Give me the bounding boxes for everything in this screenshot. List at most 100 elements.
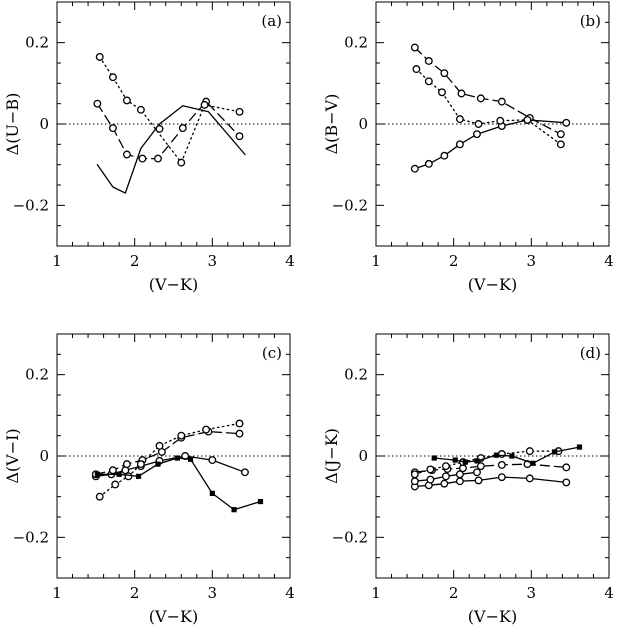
data-point — [497, 460, 506, 469]
data-point — [424, 159, 433, 168]
data-point — [235, 419, 244, 428]
x-axis-label: (V−K) — [468, 275, 517, 294]
x-axis-label: (V−K) — [149, 275, 198, 294]
x-tick-label: 4 — [604, 584, 614, 602]
data-point — [231, 507, 237, 513]
data-point — [187, 456, 194, 462]
series-4 — [94, 455, 264, 513]
data-point — [155, 461, 161, 467]
y-tick-label: 0 — [39, 115, 49, 133]
data-point — [410, 43, 419, 52]
data-point — [525, 474, 534, 483]
data-point — [136, 460, 145, 469]
y-tick-label: 0 — [358, 447, 368, 465]
data-point — [455, 115, 464, 124]
y-axis-label: Δ(U−B) — [3, 93, 22, 156]
panel-label: (d) — [580, 344, 601, 362]
series-3 — [95, 419, 244, 501]
data-point — [155, 441, 164, 450]
data-point — [154, 154, 162, 163]
data-point — [426, 475, 435, 484]
data-point — [462, 459, 468, 465]
data-point — [440, 151, 449, 160]
data-point — [410, 164, 419, 173]
series-1 — [410, 115, 571, 173]
data-point — [455, 140, 464, 149]
chart-panel-1: 1 2 3 4 −0.2 0 0.2 (V−K) Δ(U−B) (a) — [3, 1, 295, 294]
data-point — [200, 100, 209, 109]
x-tick-label: 4 — [285, 584, 295, 602]
series-2 — [91, 427, 244, 479]
series-line — [99, 56, 241, 164]
series-line — [414, 450, 560, 475]
y-tick-label: 0.2 — [25, 366, 49, 384]
y-axis-label: Δ(V−I) — [3, 428, 22, 483]
data-point — [424, 57, 433, 65]
x-tick-label: 1 — [52, 584, 62, 602]
series-5 — [431, 444, 583, 466]
data-point — [235, 107, 244, 116]
data-point — [426, 465, 435, 474]
y-tick-label: 0.2 — [344, 34, 368, 52]
data-point — [440, 479, 449, 488]
y-axis-label: Δ(B−V) — [322, 94, 341, 155]
data-point — [424, 77, 433, 86]
data-point — [473, 468, 481, 477]
data-point — [94, 471, 100, 477]
data-point — [155, 124, 164, 133]
series-line — [415, 68, 562, 145]
x-tick-label: 1 — [52, 252, 62, 270]
data-point — [476, 94, 485, 103]
x-tick-label: 2 — [449, 584, 459, 602]
data-point — [124, 472, 133, 481]
data-point — [257, 498, 264, 505]
data-point — [562, 118, 571, 127]
data-point — [122, 460, 131, 469]
data-point — [93, 99, 102, 108]
data-point — [95, 492, 104, 501]
chart-panel-4: 1 2 3 4 −0.2 0 0.2 (V−K) Δ(J−K) (d) — [322, 333, 614, 626]
x-tick-label: 2 — [130, 584, 140, 602]
data-point — [209, 490, 215, 497]
series-line — [99, 422, 241, 498]
series-1 — [410, 473, 571, 491]
series-3 — [412, 65, 565, 149]
series-line — [414, 119, 567, 170]
x-tick-label: 4 — [285, 252, 295, 270]
data-point — [136, 105, 145, 114]
y-tick-label: 0 — [358, 115, 368, 133]
data-point — [412, 65, 421, 74]
data-point — [202, 425, 211, 434]
chart-panel-3: 1 2 3 4 −0.2 0 0.2 (V−K) Δ(V−I) (c) — [3, 333, 295, 626]
data-point — [235, 429, 244, 438]
data-point — [562, 463, 571, 472]
data-point — [116, 471, 122, 477]
data-point — [108, 124, 117, 133]
data-point — [497, 97, 506, 106]
data-point — [530, 460, 536, 466]
data-point — [431, 455, 437, 461]
x-tick-label: 3 — [208, 252, 218, 270]
x-tick-label: 2 — [130, 252, 140, 270]
data-point — [241, 468, 249, 477]
data-point — [122, 150, 131, 159]
x-tick-label: 2 — [449, 252, 459, 270]
data-point — [108, 466, 117, 475]
data-point — [135, 473, 142, 479]
y-axis-label: Δ(J−K) — [322, 428, 341, 484]
x-tick-label: 1 — [371, 252, 381, 270]
data-point — [455, 477, 464, 486]
data-point — [138, 154, 147, 163]
x-tick-label: 3 — [527, 252, 537, 270]
data-point — [438, 88, 446, 97]
data-point — [410, 477, 419, 486]
y-tick-label: 0.2 — [344, 366, 368, 384]
chart-panel-2: 1 2 3 4 −0.2 0 0.2 (V−K) Δ(B−V) (b) — [322, 1, 614, 294]
data-point — [562, 478, 571, 487]
series-2 — [93, 97, 244, 163]
series-line — [96, 105, 246, 194]
data-point — [235, 132, 244, 141]
series-4 — [155, 124, 164, 133]
data-point — [473, 130, 481, 139]
y-tick-label: −0.2 — [13, 196, 49, 214]
